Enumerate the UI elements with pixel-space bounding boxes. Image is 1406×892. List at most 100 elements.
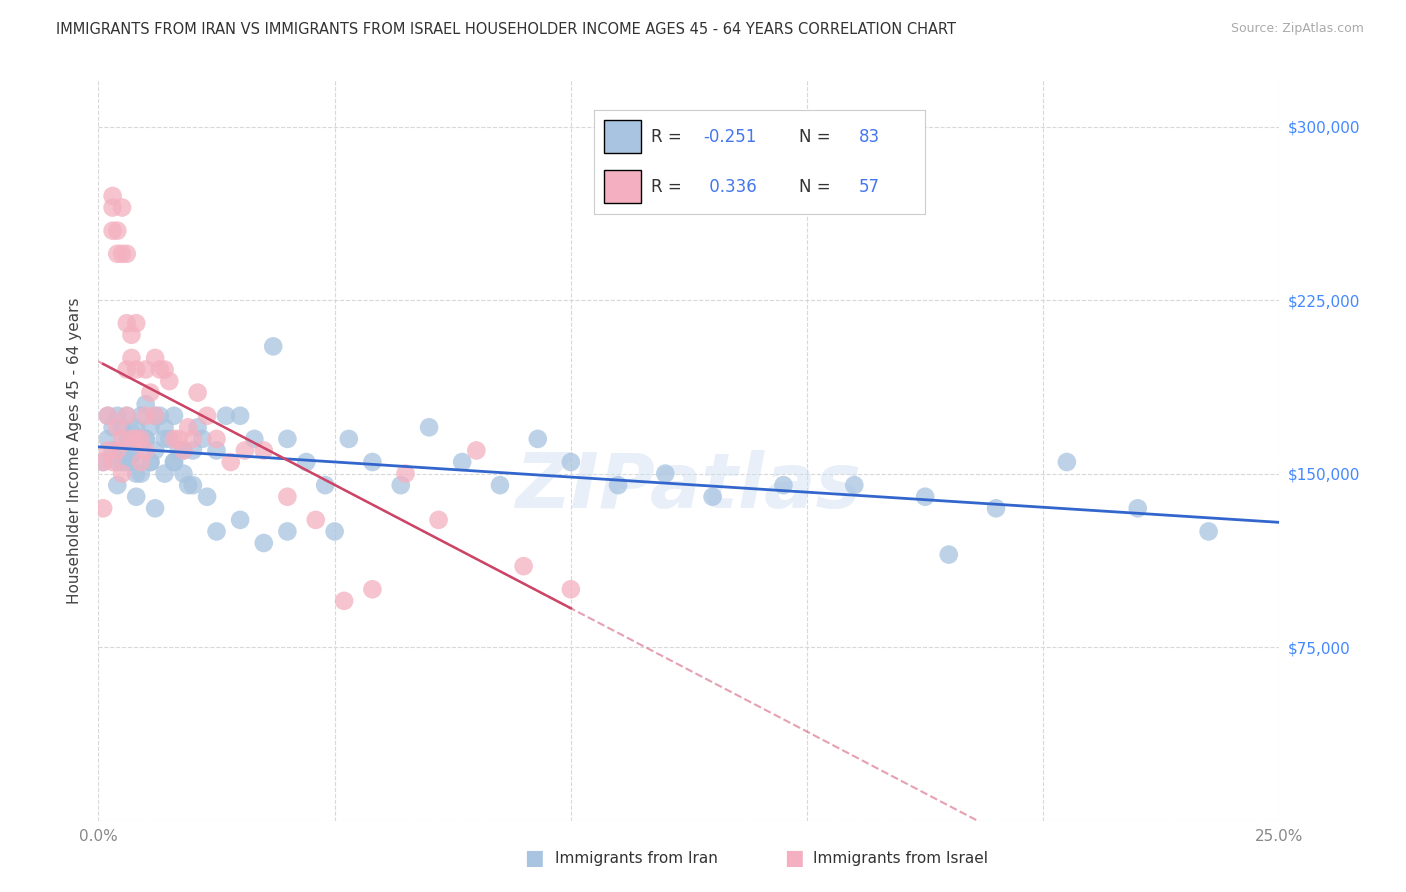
Text: Source: ZipAtlas.com: Source: ZipAtlas.com [1230,22,1364,36]
Point [139,420,162,434]
Point [418,420,440,434]
Point [560,582,582,597]
Point [105,247,128,261]
Point [323,524,346,539]
Point [115,432,138,446]
Point [215,409,238,423]
Point [97,409,120,423]
Point [143,409,166,423]
Point [1198,524,1220,539]
Point [139,385,162,400]
Point [195,409,218,423]
Point [157,432,180,446]
Point [172,443,194,458]
Point [91,455,114,469]
Point [129,467,152,481]
Point [101,189,124,203]
Point [187,385,209,400]
Point [333,594,356,608]
Point [129,409,152,423]
Point [1126,501,1149,516]
Point [125,420,148,434]
Point [121,327,143,342]
Point [143,409,166,423]
Point [167,443,190,458]
Point [191,432,214,446]
Point [181,443,204,458]
Point [115,247,138,261]
Point [121,351,143,365]
Point [111,443,134,458]
Point [181,478,204,492]
Point [121,448,143,462]
Point [111,420,134,434]
Point [253,536,276,550]
Point [772,478,794,492]
Point [115,455,138,469]
Point [229,513,252,527]
Point [105,443,128,458]
Point [314,478,336,492]
Point [97,409,120,423]
Point [139,455,162,469]
Point [205,524,228,539]
Point [984,501,1007,516]
Point [129,432,152,446]
Point [163,409,186,423]
Point [181,432,204,446]
Point [844,478,866,492]
Point [1056,455,1078,469]
Point [560,455,582,469]
Point [115,432,138,446]
Point [389,478,412,492]
Text: ■: ■ [524,848,544,868]
Point [125,443,148,458]
Point [702,490,724,504]
Point [111,467,134,481]
Point [149,362,172,376]
Point [115,362,138,376]
Text: Immigrants from Israel: Immigrants from Israel [813,851,987,865]
Point [187,420,209,434]
Point [276,432,298,446]
Point [105,224,128,238]
Point [115,409,138,423]
Point [121,425,143,439]
Point [143,501,166,516]
Point [105,455,128,469]
Point [115,316,138,330]
Point [101,455,124,469]
Point [361,455,384,469]
Point [172,443,194,458]
Point [111,247,134,261]
Point [121,455,143,469]
Point [129,455,152,469]
Point [105,478,128,492]
Point [938,548,960,562]
Text: ■: ■ [785,848,804,868]
Point [394,467,416,481]
Point [115,409,138,423]
Point [139,455,162,469]
Point [295,455,318,469]
Point [91,501,114,516]
Point [177,420,200,434]
Point [219,455,242,469]
Point [305,513,328,527]
Point [427,513,450,527]
Point [143,351,166,365]
Point [125,316,148,330]
Point [105,409,128,423]
Point [135,432,157,446]
Point [125,467,148,481]
Point [262,339,284,353]
Point [153,362,176,376]
Point [97,443,120,458]
Point [914,490,936,504]
Text: IMMIGRANTS FROM IRAN VS IMMIGRANTS FROM ISRAEL HOUSEHOLDER INCOME AGES 45 - 64 Y: IMMIGRANTS FROM IRAN VS IMMIGRANTS FROM … [56,22,956,37]
Point [177,478,200,492]
Point [253,443,276,458]
Point [163,432,186,446]
Point [167,432,190,446]
Point [125,432,148,446]
